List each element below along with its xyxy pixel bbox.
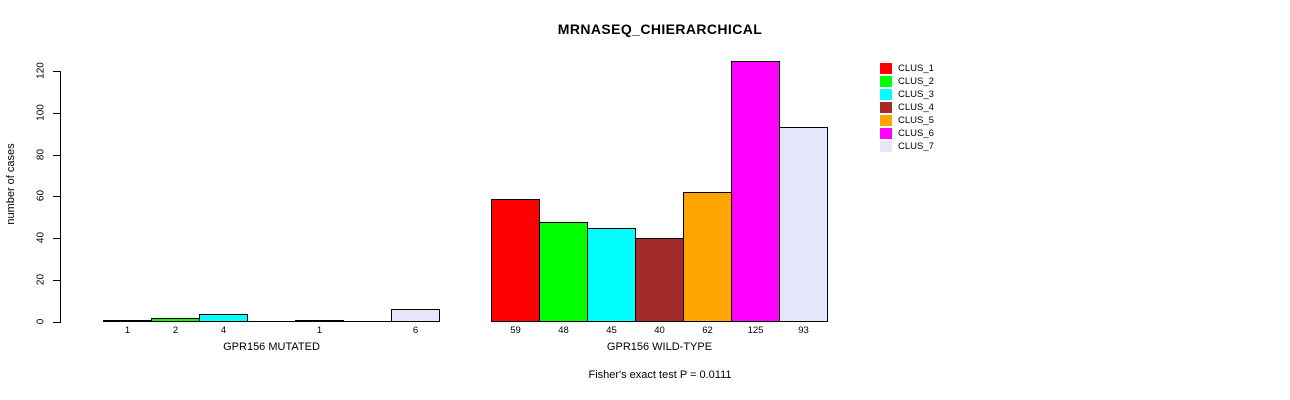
legend-label: CLUS_1 [898,63,934,74]
legend-label: CLUS_4 [898,102,934,113]
y-tick [53,280,61,281]
bar-clus_5 [295,320,344,322]
bar-value-label: 1 [316,325,323,336]
bar-value-label: 125 [747,325,764,336]
bar-value-label: 59 [510,325,521,336]
group-label: GPR156 WILD-TYPE [606,341,713,353]
y-tick-label: 120 [35,62,47,79]
bar-clus_3 [199,314,248,322]
bar-clus_1 [491,199,540,322]
bar-clus_5 [683,192,732,322]
y-tick [53,155,61,156]
legend-item-clus_5: CLUS_5 [880,115,934,126]
bar-value-label: 40 [654,325,665,336]
y-tick [53,238,61,239]
legend-swatch-icon [880,102,892,113]
y-tick [53,322,61,323]
bar-value-label: 1 [124,325,131,336]
chart-title: MRNASEQ_CHIERARCHICAL [557,21,763,37]
bar-value-label: 45 [606,325,617,336]
y-tick-label: 100 [35,104,47,121]
group-label: GPR156 MUTATED [223,341,320,353]
legend: CLUS_1 CLUS_2 CLUS_3 CLUS_4 CLUS_5 CLUS_6 CLUS… [880,63,934,152]
y-tick [53,113,61,114]
y-tick-label: 80 [35,148,47,161]
legend-label: CLUS_3 [898,89,934,100]
bar-clus_2 [539,222,588,322]
bar-clus_7 [779,127,828,322]
zero-bar-clus_4 [247,321,296,322]
legend-swatch-icon [880,63,892,74]
bar-clus_7 [391,309,440,322]
legend-label: CLUS_6 [898,128,934,139]
y-tick [53,196,61,197]
bar-value-label: 62 [702,325,713,336]
legend-item-clus_6: CLUS_6 [880,128,934,139]
legend-label: CLUS_2 [898,76,934,87]
legend-item-clus_4: CLUS_4 [880,102,934,113]
bar-value-label: 6 [412,325,419,336]
legend-swatch-icon [880,89,892,100]
y-tick-label: 20 [35,273,47,286]
bar-clus_2 [151,318,200,322]
bar-clus_3 [587,228,636,322]
legend-label: CLUS_7 [898,141,934,152]
y-tick-label: 60 [35,189,47,202]
zero-bar-clus_6 [343,321,392,322]
bar-value-label: 4 [220,325,227,336]
bar-clus_4 [635,238,684,322]
legend-item-clus_3: CLUS_3 [880,89,934,100]
y-axis-label: number of cases [5,143,17,225]
y-tick-label: 40 [35,231,47,244]
y-tick [53,71,61,72]
legend-item-clus_2: CLUS_2 [880,76,934,87]
legend-label: CLUS_5 [898,115,934,126]
y-axis-line [60,71,61,323]
y-tick-label: 0 [35,318,47,325]
legend-item-clus_1: CLUS_1 [880,63,934,74]
fisher-test-footnote: Fisher's exact test P = 0.0111 [588,369,732,381]
legend-item-clus_7: CLUS_7 [880,141,934,152]
legend-swatch-icon [880,141,892,152]
bar-value-label: 2 [172,325,179,336]
bar-clus_6 [731,61,780,322]
legend-swatch-icon [880,115,892,126]
legend-swatch-icon [880,76,892,87]
legend-swatch-icon [880,128,892,139]
bar-value-label: 93 [798,325,809,336]
bar-clus_1 [103,320,152,322]
bar-value-label: 48 [558,325,569,336]
